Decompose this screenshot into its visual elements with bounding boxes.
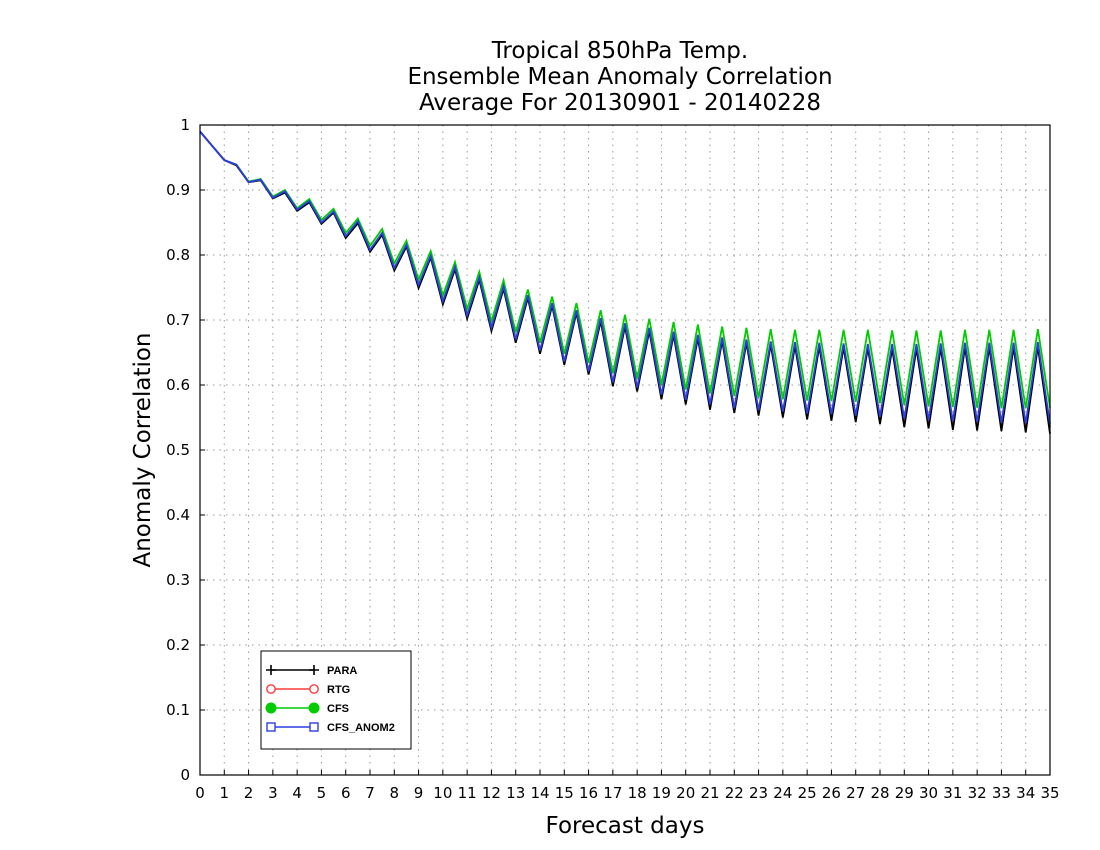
x-tick-label: 7 [365,784,375,802]
x-tick-label: 33 [992,784,1011,802]
x-tick-label: 15 [555,784,574,802]
series-line-cfs [199,130,1051,409]
legend: PARA RTG CFS CFS_ANOM2 [260,650,412,750]
legend-marker-open-square [266,722,276,732]
legend-label: CFS [327,703,349,715]
x-tick-label: 26 [822,784,841,802]
x-tick-label: 13 [506,784,525,802]
series-line-cfs-anom2 [199,130,1051,425]
chart-title-line: Tropical 850hPa Temp. [491,38,748,64]
legend-marker-filled-circle [308,702,320,714]
x-tick-label: 1 [220,784,230,802]
x-tick-label: 29 [895,784,914,802]
legend-label: PARA [327,665,357,677]
x-axis-title: Forecast days [546,813,705,839]
legend-marker-plus [309,665,319,675]
y-tick-label: 0 [180,766,190,784]
x-tick-label: 14 [530,784,549,802]
y-tick-label: 0.3 [166,571,190,589]
legend-marker-open-circle [309,684,319,694]
legend-marker-plus [266,665,276,675]
y-tick-label: 0.7 [166,311,190,329]
x-tick-label: 24 [773,784,792,802]
y-tick-label: 1 [180,116,190,134]
y-tick-label: 0.1 [166,701,190,719]
x-tick-label: 16 [579,784,598,802]
x-tick-label: 21 [700,784,719,802]
x-tick-label: 9 [414,784,424,802]
legend-marker-filled-circle [265,702,277,714]
chart-title: Tropical 850hPa Temp.Ensemble Mean Anoma… [407,38,832,116]
legend-marker-open-circle [266,684,276,694]
series-lines [199,130,1051,434]
y-tick-label: 0.2 [166,636,190,654]
legend-label: RTG [327,684,350,696]
x-tick-label: 3 [268,784,278,802]
y-tick-label: 0.8 [166,246,190,264]
x-tick-label: 0 [195,784,205,802]
x-tick-label: 19 [652,784,671,802]
grid [200,125,1050,775]
x-tick-label: 2 [244,784,254,802]
x-tick-label: 28 [870,784,889,802]
axis-ticks: 0 1 2 3 4 5 6 7 8 9 10 11 12 13 14 15 16 17 18 19 20 21 22 23 24… [166,116,1059,802]
x-tick-label: 35 [1040,784,1059,802]
y-tick-label: 0.4 [166,506,190,524]
x-tick-label: 27 [846,784,865,802]
x-tick-label: 30 [919,784,938,802]
x-tick-label: 22 [725,784,744,802]
x-tick-label: 12 [482,784,501,802]
legend-label: CFS_ANOM2 [327,722,395,734]
x-tick-label: 23 [749,784,768,802]
y-tick-label: 0.5 [166,441,190,459]
y-axis-title: Anomaly Correlation [130,332,156,567]
x-tick-label: 17 [603,784,622,802]
x-tick-label: 6 [341,784,351,802]
x-tick-label: 10 [433,784,452,802]
x-tick-label: 34 [1016,784,1035,802]
y-tick-label: 0.9 [166,181,190,199]
chart-title-line: Ensemble Mean Anomaly Correlation [407,64,832,90]
x-tick-label: 20 [676,784,695,802]
x-tick-label: 18 [628,784,647,802]
x-tick-label: 25 [798,784,817,802]
legend-box [260,650,412,750]
series-line-para [199,130,1051,434]
x-tick-label: 5 [317,784,327,802]
x-tick-label: 32 [968,784,987,802]
y-tick-label: 0.6 [166,376,190,394]
x-tick-label: 11 [458,784,477,802]
x-tick-label: 8 [390,784,400,802]
chart-title-line: Average For 20130901 - 20140228 [419,90,821,116]
x-tick-label: 4 [292,784,302,802]
legend-marker-open-square [309,722,319,732]
x-tick-label: 31 [943,784,962,802]
